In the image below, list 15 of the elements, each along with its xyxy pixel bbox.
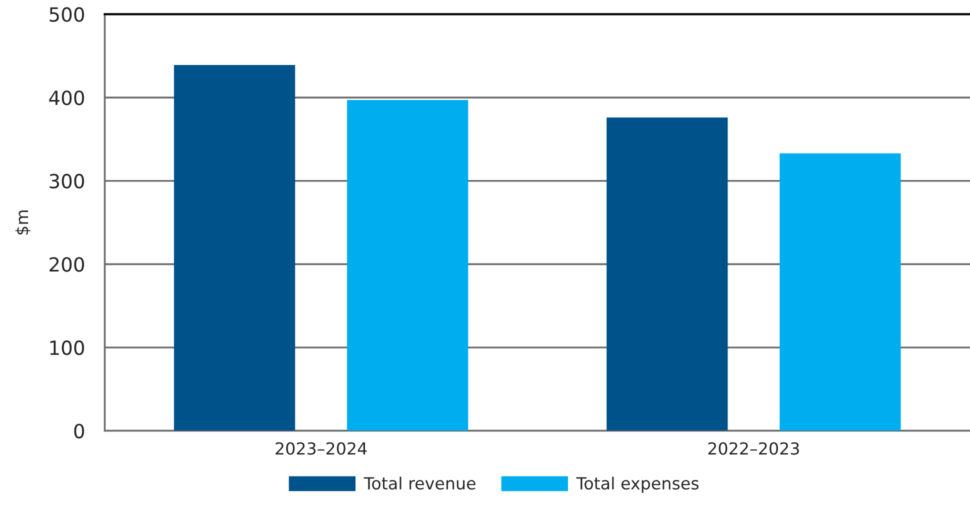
y-tick-label: 400 [49,90,84,106]
y-tick-label: 500 [50,7,84,22]
bar [174,65,296,431]
x-tick-label: 2023–2024 [276,442,367,455]
bar [347,100,468,431]
y-tick-label: 300 [50,174,84,189]
y-axis-title: $m [15,210,31,235]
y-tick-label: 100 [50,340,84,356]
legend-label: Total revenue [364,476,476,490]
bar [780,153,901,431]
y-tick-label: 200 [50,257,84,272]
bar [606,118,728,431]
legend-label: Total expenses [576,476,699,493]
x-tick-label: 2022–2023 [708,442,799,455]
y-tick-label: 0 [74,424,84,438]
